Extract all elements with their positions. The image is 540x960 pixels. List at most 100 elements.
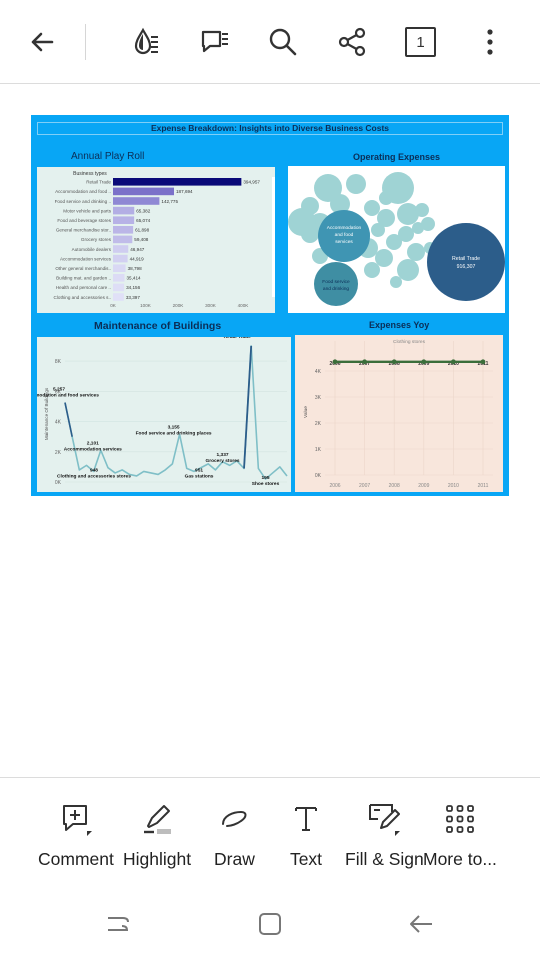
bar-category-label: Motor vehicle and parts (63, 208, 111, 213)
operating-expense-bubble (407, 243, 425, 261)
bar (113, 206, 135, 215)
highlight-tool[interactable]: Highlight (123, 802, 191, 870)
maint-start-segment (64, 402, 73, 437)
maint-annotation-value: 951 (195, 468, 203, 474)
bar-value-label: 187,694 (176, 189, 193, 194)
bar-category-label: Clothing and accessories s.. (54, 295, 111, 300)
operating-expense-bubble (421, 217, 435, 231)
maint-series-line (64, 345, 288, 480)
more-tools-icon (446, 805, 474, 833)
yoy-x-tick-label: 2007 (359, 483, 370, 489)
yoy-point (362, 359, 367, 365)
back-icon[interactable] (403, 909, 439, 939)
accommodation-label-3: services (335, 239, 353, 245)
share-icon[interactable] (332, 22, 372, 62)
retail-trade-value: 916,307 (457, 264, 476, 270)
bar-x-tick-label: 400K (238, 303, 250, 308)
bar (113, 274, 125, 282)
bar-legend-title: Business types (73, 171, 107, 177)
operating-expense-bubble (375, 249, 393, 267)
panel1-title: Annual Play Roll (71, 151, 145, 162)
yoy-point (451, 359, 456, 365)
draw-tool-label: Draw (214, 849, 255, 869)
bar-value-label: 38,798 (128, 266, 142, 271)
yoy-point (480, 359, 486, 365)
operating-expense-bubble (377, 209, 395, 227)
text-icon (295, 807, 317, 831)
yoy-point (332, 359, 338, 365)
operating-expense-bubble (288, 208, 316, 236)
food-service-label-1: Food service (322, 279, 350, 285)
yoy-x-tick-label: 2009 (418, 483, 429, 489)
bar-category-label: Health and personal care .. (56, 285, 111, 290)
comment-add-icon (62, 805, 92, 836)
bar-category-label: Accommodation and food .. (55, 189, 111, 194)
maint-y-tick-label: 0K (55, 480, 62, 486)
dashboard-title: Expense Breakdown: Insights into Diverse… (37, 122, 503, 135)
maint-annotation-value: 5,257 (53, 387, 65, 393)
operating-expense-bubble (364, 262, 380, 278)
expenses-yoy-chart: 0K1K2K3K4K200620062007200720082008200920… (303, 339, 493, 489)
draw-icon (222, 810, 247, 827)
operating-expense-bubble (382, 172, 414, 204)
bar-value-label: 59,408 (134, 237, 148, 242)
comments-list-icon[interactable] (195, 22, 235, 62)
accommodation-bubble (318, 210, 370, 262)
maint-y-tick-label: 6K (55, 389, 62, 395)
yoy-y-tick-label: 0K (315, 473, 322, 479)
bar (113, 235, 133, 244)
maint-annotation-value: 2,101 (87, 440, 99, 446)
dashboard-page: Expense Breakdown: Insights into Diverse… (19, 115, 509, 496)
bar (113, 245, 129, 253)
bar (113, 254, 128, 263)
back-arrow-icon[interactable] (22, 22, 62, 62)
more-tools[interactable]: More to... (423, 802, 497, 870)
search-icon[interactable] (263, 22, 303, 62)
home-icon[interactable] (252, 909, 288, 939)
yoy-point (391, 359, 397, 365)
bar (113, 187, 175, 196)
page-count-icon[interactable]: 1 (405, 27, 436, 57)
yoy-y-axis-label: Value (303, 406, 309, 418)
operating-expense-bubble (398, 226, 414, 242)
bottom-toolbar: Comment Highlight Draw Text Fill & Sign … (0, 777, 540, 885)
fill-sign-tool[interactable]: Fill & Sign (345, 802, 424, 870)
maint-annotation-value: 1,337 (217, 452, 229, 458)
yoy-y-tick-label: 2K (315, 421, 322, 427)
maint-annotation-label: Gas stations (185, 474, 214, 480)
bar (113, 226, 134, 234)
maint-annotation-value: 3,155 (168, 424, 180, 430)
bar-category-label: Grocery stores (81, 237, 112, 242)
panel4-title: Expenses Yoy (369, 320, 430, 330)
bar-value-label: 394,957 (243, 180, 260, 185)
more-options-icon[interactable] (470, 22, 510, 62)
yoy-y-tick-label: 4K (315, 369, 322, 375)
operating-expense-bubble (397, 259, 419, 281)
bar-x-tick-label: 100K (140, 303, 152, 308)
accommodation-label-1: Accommodation (327, 225, 362, 231)
maint-annotation-label: Shoe stores (252, 481, 280, 487)
operating-expense-bubble (415, 203, 429, 217)
comment-tool-label: Comment (38, 849, 114, 869)
recent-apps-icon[interactable] (101, 909, 137, 939)
bar-value-label: 142,775 (161, 199, 178, 204)
yoy-x-tick-label: 2010 (448, 483, 459, 489)
read-mode-icon[interactable] (126, 22, 166, 62)
bar-category-label: Food service and drinking .. (55, 199, 111, 204)
operating-expense-bubble (386, 234, 402, 250)
yoy-point (421, 359, 427, 365)
draw-tool[interactable]: Draw (214, 802, 255, 870)
text-tool[interactable]: Text (289, 802, 323, 870)
maint-annotation-label: Retail Trade (224, 337, 252, 340)
maint-annotation-label: Grocery stores (205, 458, 239, 464)
top-toolbar: 1 (0, 0, 540, 84)
comment-tool[interactable]: Comment (38, 802, 114, 870)
yoy-x-tick-label: 2008 (389, 483, 400, 489)
yoy-y-tick-label: 3K (315, 395, 322, 401)
highlight-tool-label: Highlight (123, 849, 192, 869)
expenses-yoy-panel: 0K1K2K3K4K200620062007200720082008200920… (295, 335, 503, 492)
bar (113, 178, 242, 186)
food-service-bubble (314, 262, 358, 306)
